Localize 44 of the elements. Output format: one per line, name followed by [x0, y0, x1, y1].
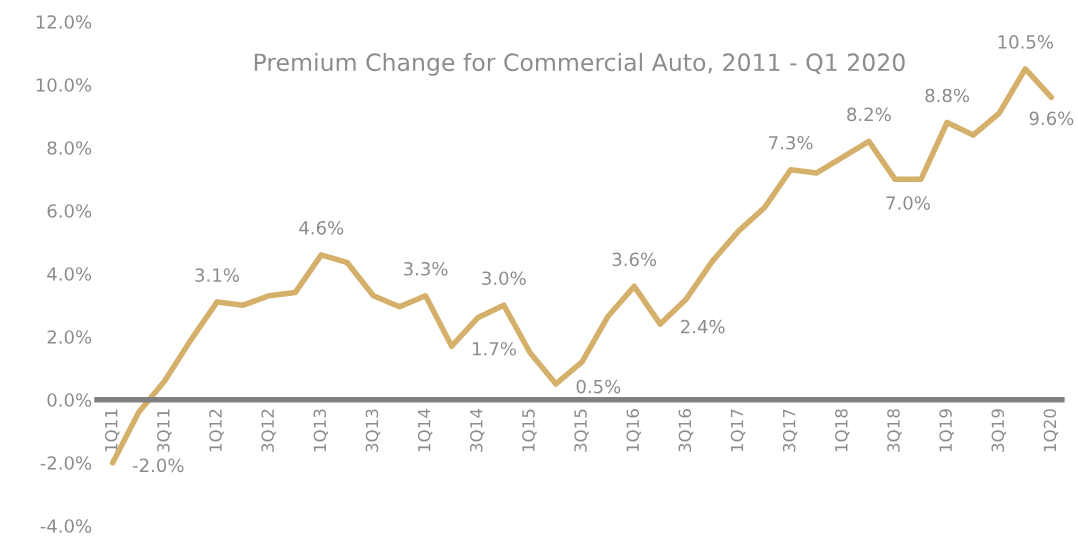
y-tick-label: 8.0% — [47, 141, 92, 155]
y-tick-label: -4.0% — [40, 519, 92, 533]
data-label: 3.6% — [612, 252, 657, 267]
y-tick-label: 2.0% — [47, 330, 92, 344]
x-tick-label: 3Q17 — [782, 409, 798, 452]
y-tick-label: 12.0% — [36, 15, 92, 29]
data-label: 3.3% — [404, 261, 448, 276]
data-label: -2.0% — [132, 458, 184, 473]
data-label: 10.5% — [998, 35, 1054, 49]
data-label: 7.3% — [769, 135, 813, 150]
data-label: 1.7% — [473, 341, 516, 356]
data-label: 8.2% — [847, 107, 891, 122]
x-tick-label: 1Q20 — [1043, 409, 1059, 452]
x-tick-label: 3Q13 — [365, 409, 381, 452]
data-label: 4.6% — [299, 220, 344, 235]
x-tick-label: 1Q13 — [313, 409, 329, 452]
x-tick-label: 1Q12 — [209, 409, 224, 452]
x-tick-label: 1Q16 — [626, 409, 641, 452]
x-tick-label: 3Q14 — [469, 409, 485, 452]
data-label: 3.0% — [482, 271, 526, 286]
y-tick-label: 0.0% — [47, 393, 92, 407]
data-label: 9.6% — [1029, 111, 1074, 126]
x-tick-label: 3Q11 — [157, 409, 172, 452]
data-label: 8.8% — [925, 88, 970, 103]
x-tick-label: 3Q15 — [574, 409, 589, 452]
x-tick-label: 1Q19 — [939, 409, 954, 452]
y-tick-label: 10.0% — [36, 78, 92, 92]
text: Premium Change for Commercial Auto, 2011 - Q1 2020 — [254, 52, 905, 76]
data-label: 3.1% — [195, 268, 239, 282]
data-label: 7.0% — [886, 196, 930, 210]
x-tick-label: 1Q11 — [104, 409, 120, 452]
x-tick-label: 1Q18 — [835, 409, 850, 452]
x-tick-label: 3Q18 — [887, 409, 902, 452]
x-tick-label: 1Q14 — [417, 409, 433, 452]
y-tick-label: -2.0% — [40, 456, 92, 470]
data-label: 2.4% — [681, 319, 725, 334]
y-tick-label: 4.0% — [47, 267, 92, 281]
x-tick-label: 3Q12 — [261, 409, 276, 452]
x-tick-label: 1Q17 — [730, 409, 746, 452]
data-label: 0.5% — [576, 379, 621, 394]
x-tick-label: 3Q16 — [678, 409, 694, 452]
y-tick-label: 6.0% — [47, 204, 92, 218]
x-tick-label: 1Q15 — [522, 409, 537, 452]
x-tick-label: 3Q19 — [991, 409, 1006, 452]
